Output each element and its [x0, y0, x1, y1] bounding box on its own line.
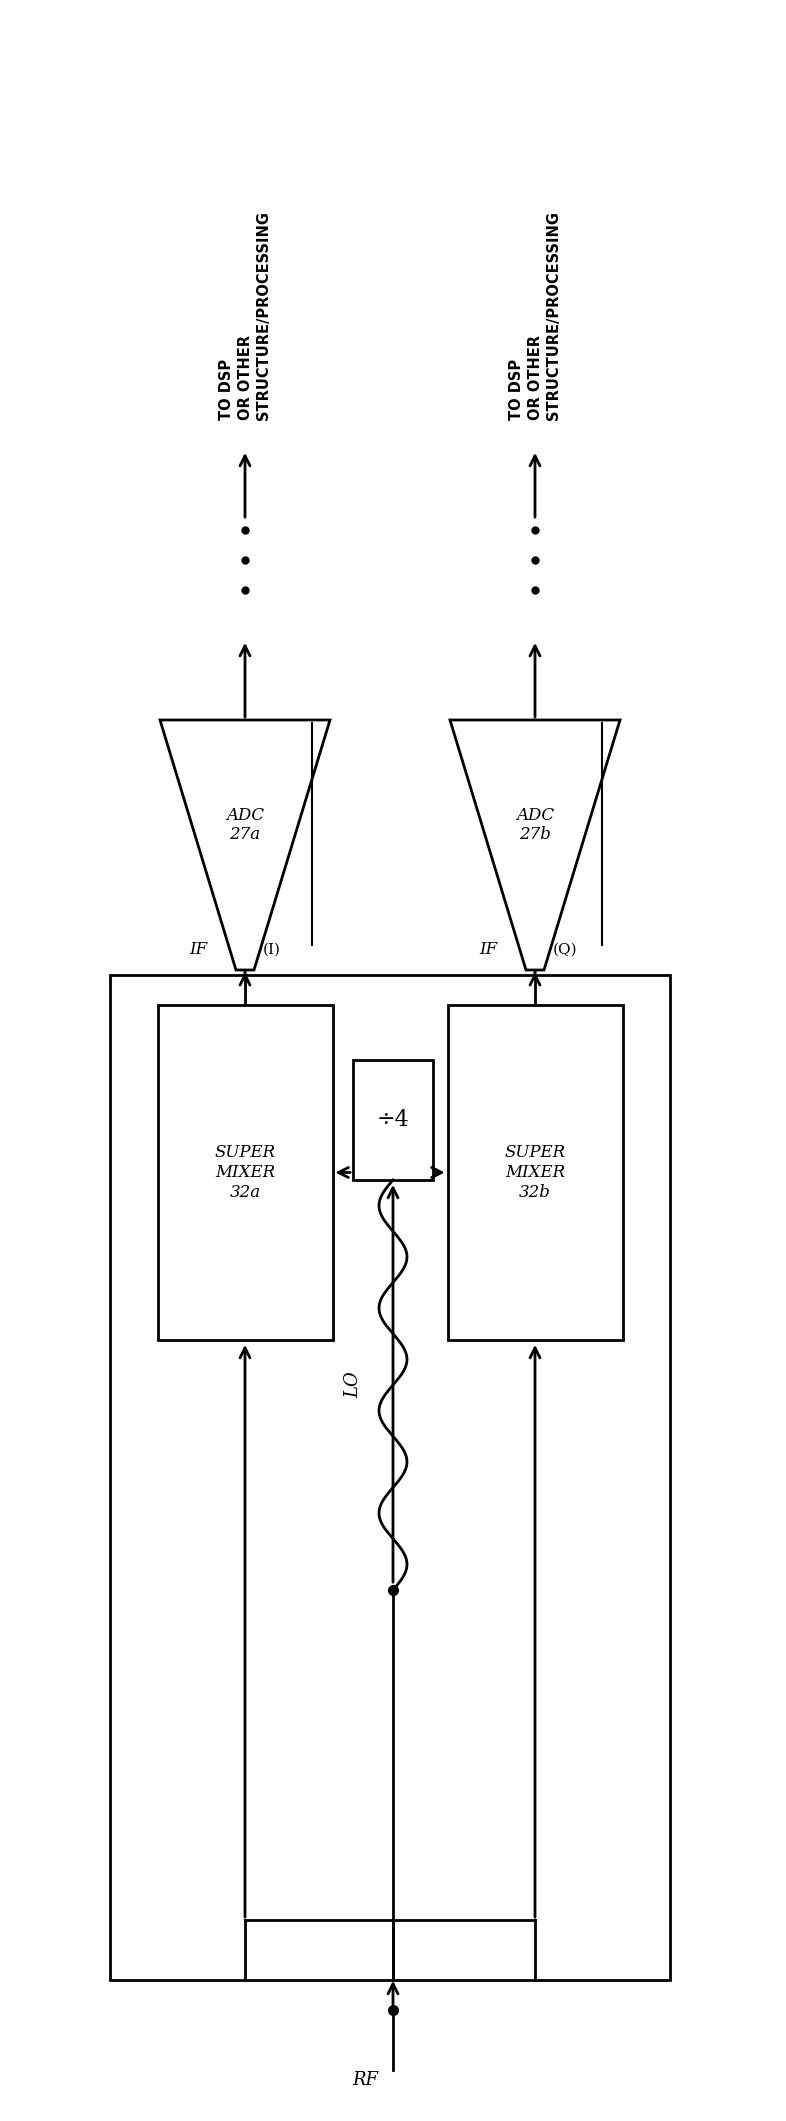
Text: TO DSP
OR OTHER
STRUCTURE/PROCESSING: TO DSP OR OTHER STRUCTURE/PROCESSING: [509, 210, 561, 420]
Polygon shape: [160, 719, 330, 969]
Text: SUPER
MIXER
32a: SUPER MIXER 32a: [215, 1145, 276, 1200]
Bar: [157, 1005, 332, 1340]
Bar: [110, 976, 670, 1981]
Text: RF: RF: [352, 2070, 378, 2089]
Text: TO DSP
OR OTHER
STRUCTURE/PROCESSING: TO DSP OR OTHER STRUCTURE/PROCESSING: [219, 210, 271, 420]
Text: (Q): (Q): [553, 944, 578, 957]
Text: ADC
27b: ADC 27b: [516, 806, 554, 844]
Polygon shape: [450, 719, 620, 969]
Text: ADC
27a: ADC 27a: [226, 806, 264, 844]
Bar: [447, 1005, 623, 1340]
Text: IF: IF: [479, 942, 497, 959]
Text: SUPER
MIXER
32b: SUPER MIXER 32b: [505, 1145, 566, 1200]
Text: ÷4: ÷4: [376, 1109, 410, 1130]
Text: IF: IF: [189, 942, 207, 959]
Text: LO: LO: [344, 1372, 362, 1398]
Text: (I): (I): [263, 944, 281, 957]
Bar: [353, 1060, 433, 1179]
